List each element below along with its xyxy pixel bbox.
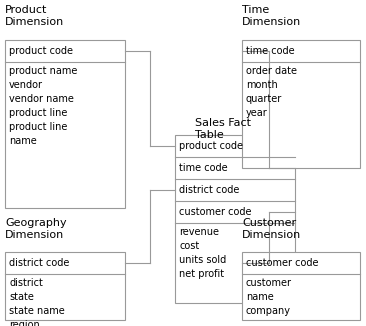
Text: Sales Fact
Table: Sales Fact Table <box>195 118 251 140</box>
Text: product code: product code <box>179 141 243 151</box>
Text: product code: product code <box>9 46 73 56</box>
Text: product name
vendor
vendor name
product line
product line
name: product name vendor vendor name product … <box>9 66 77 146</box>
Text: district
state
state name
region: district state state name region <box>9 278 65 326</box>
Text: revenue
cost
units sold
net profit: revenue cost units sold net profit <box>179 227 226 279</box>
Text: customer
name
company: customer name company <box>246 278 292 316</box>
Text: time code: time code <box>179 163 228 173</box>
Text: customer code: customer code <box>246 258 318 268</box>
Text: district code: district code <box>9 258 70 268</box>
Text: Time
Dimension: Time Dimension <box>242 5 301 27</box>
Bar <box>5 40 125 208</box>
Text: order date
month
quarter
year: order date month quarter year <box>246 66 297 118</box>
Bar <box>5 252 125 320</box>
Text: time code: time code <box>246 46 295 56</box>
Text: district code: district code <box>179 185 239 195</box>
Text: Customer
Dimension: Customer Dimension <box>242 218 301 240</box>
Bar <box>242 40 360 168</box>
Bar <box>242 252 360 320</box>
Text: Geography
Dimension: Geography Dimension <box>5 218 67 240</box>
Text: Product
Dimension: Product Dimension <box>5 5 64 27</box>
Text: customer code: customer code <box>179 207 251 217</box>
Bar <box>175 135 295 303</box>
